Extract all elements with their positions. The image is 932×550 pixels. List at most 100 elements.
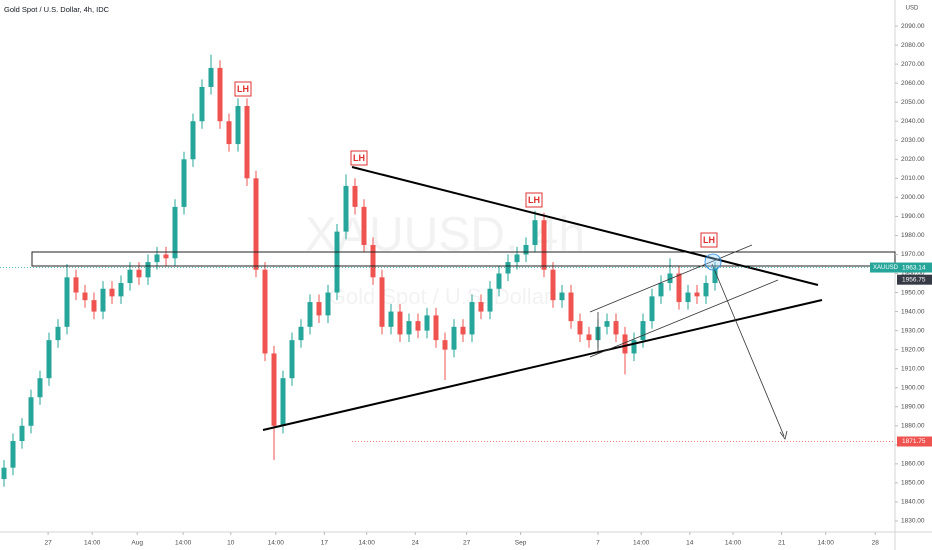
candle-body xyxy=(334,231,340,293)
candle-body xyxy=(613,321,619,335)
candle-body xyxy=(136,269,142,278)
candle-body xyxy=(649,296,655,322)
y-tick-label: 1910.00 xyxy=(901,365,925,372)
y-tick-label: 2090.00 xyxy=(901,23,925,30)
y-tick-label: 2050.00 xyxy=(901,99,925,106)
candle-body xyxy=(316,302,322,316)
candle-body xyxy=(163,254,169,259)
y-tick-label: 1840.00 xyxy=(901,499,925,506)
lh-label: LH xyxy=(237,84,249,94)
price-badge-label: 1956.75 xyxy=(902,276,926,283)
candle-body xyxy=(622,334,628,354)
price-badge-label: 1871.75 xyxy=(902,438,926,445)
y-tick-label: 1920.00 xyxy=(901,346,925,353)
candle-body xyxy=(433,315,439,341)
x-tick-label: 14:00 xyxy=(268,540,285,547)
x-tick-label: 14:00 xyxy=(725,540,742,547)
x-tick-label: 14:00 xyxy=(84,540,101,547)
candle-body xyxy=(370,244,376,278)
candle-body xyxy=(46,340,52,379)
y-tick-label: 1940.00 xyxy=(901,308,925,315)
candle-body xyxy=(703,283,709,297)
y-tick-label: 2040.00 xyxy=(901,118,925,125)
touch-circle xyxy=(704,253,722,271)
candle-body xyxy=(694,292,700,297)
y-tick-label: 2010.00 xyxy=(901,175,925,182)
candle-body xyxy=(397,311,403,335)
candle-body xyxy=(568,292,574,322)
x-tick-label: 7 xyxy=(596,540,600,547)
x-tick-label: 10 xyxy=(227,540,235,547)
lh-box xyxy=(234,81,252,97)
candle-body xyxy=(559,292,565,301)
candle-body xyxy=(226,121,232,145)
x-tick-label: 17 xyxy=(321,540,329,547)
candle-body xyxy=(496,273,502,289)
symbol-label: XAUUSD xyxy=(873,265,899,271)
lh-box xyxy=(700,232,718,248)
candle-body xyxy=(199,86,205,122)
channel-lower xyxy=(589,279,779,358)
candle-body xyxy=(208,67,214,87)
x-tick-label: 27 xyxy=(463,540,471,547)
candle-body xyxy=(514,254,520,263)
candle-body xyxy=(289,340,295,379)
candle-body xyxy=(82,292,88,301)
price-badge xyxy=(897,274,932,285)
candle-body xyxy=(109,288,115,297)
candle-body xyxy=(469,302,475,335)
candle-body xyxy=(550,269,556,301)
y-tick-label: 2060.00 xyxy=(901,80,925,87)
candle-body xyxy=(217,67,223,122)
candle-body xyxy=(640,321,646,341)
y-tick-label: 1930.00 xyxy=(901,327,925,334)
watermark-subtitle: Gold Spot / U.S. Dollar xyxy=(329,284,552,309)
y-tick-label: 2070.00 xyxy=(901,61,925,68)
watermark: XAUUSD, 4h xyxy=(305,209,585,262)
candle-body xyxy=(55,326,61,341)
y-tick-label: 1890.00 xyxy=(901,403,925,410)
y-tick-label: 1860.00 xyxy=(901,461,925,468)
candle-body xyxy=(424,315,430,331)
candle-body xyxy=(658,283,664,297)
candle-body xyxy=(478,302,484,312)
x-tick-label: Sep xyxy=(515,540,527,547)
candle-body xyxy=(307,302,313,327)
candle-body xyxy=(118,283,124,297)
x-tick-label: 27 xyxy=(44,540,52,547)
y-tick-label: 1980.00 xyxy=(901,232,925,239)
x-tick-label: 14:00 xyxy=(175,540,192,547)
y-tick-label: 1960.00 xyxy=(901,270,925,277)
y-tick-label: 1880.00 xyxy=(901,423,925,430)
candle-body xyxy=(712,267,718,284)
y-tick-label: 2080.00 xyxy=(901,42,925,49)
candle-body xyxy=(685,292,691,303)
arrow-head xyxy=(779,430,788,440)
candle-body xyxy=(460,326,466,335)
candle-body xyxy=(379,277,385,327)
lh-label: LH xyxy=(528,195,540,205)
candle-body xyxy=(73,277,79,293)
x-tick-label: 14:00 xyxy=(633,540,650,547)
candle-body xyxy=(190,121,196,160)
candle-body xyxy=(523,244,529,255)
candle-body xyxy=(298,326,304,341)
candle-body xyxy=(100,288,106,312)
candle-body xyxy=(487,288,493,312)
price-badge xyxy=(897,436,932,447)
candle-body xyxy=(127,269,133,284)
upper-trendline xyxy=(351,166,819,286)
y-tick-label: 2020.00 xyxy=(901,156,925,163)
channel-upper xyxy=(589,244,753,313)
candles xyxy=(1,54,718,487)
lh-label: LH xyxy=(703,235,715,245)
candle-body xyxy=(271,353,277,426)
candle-body xyxy=(37,378,43,398)
y-tick-label: 1970.00 xyxy=(901,251,925,258)
candle-body xyxy=(451,326,457,350)
candle-body xyxy=(280,378,286,426)
y-tick-label: 1850.00 xyxy=(901,480,925,487)
drawings xyxy=(31,166,896,440)
candle-body xyxy=(415,321,421,331)
candle-body xyxy=(19,425,25,442)
